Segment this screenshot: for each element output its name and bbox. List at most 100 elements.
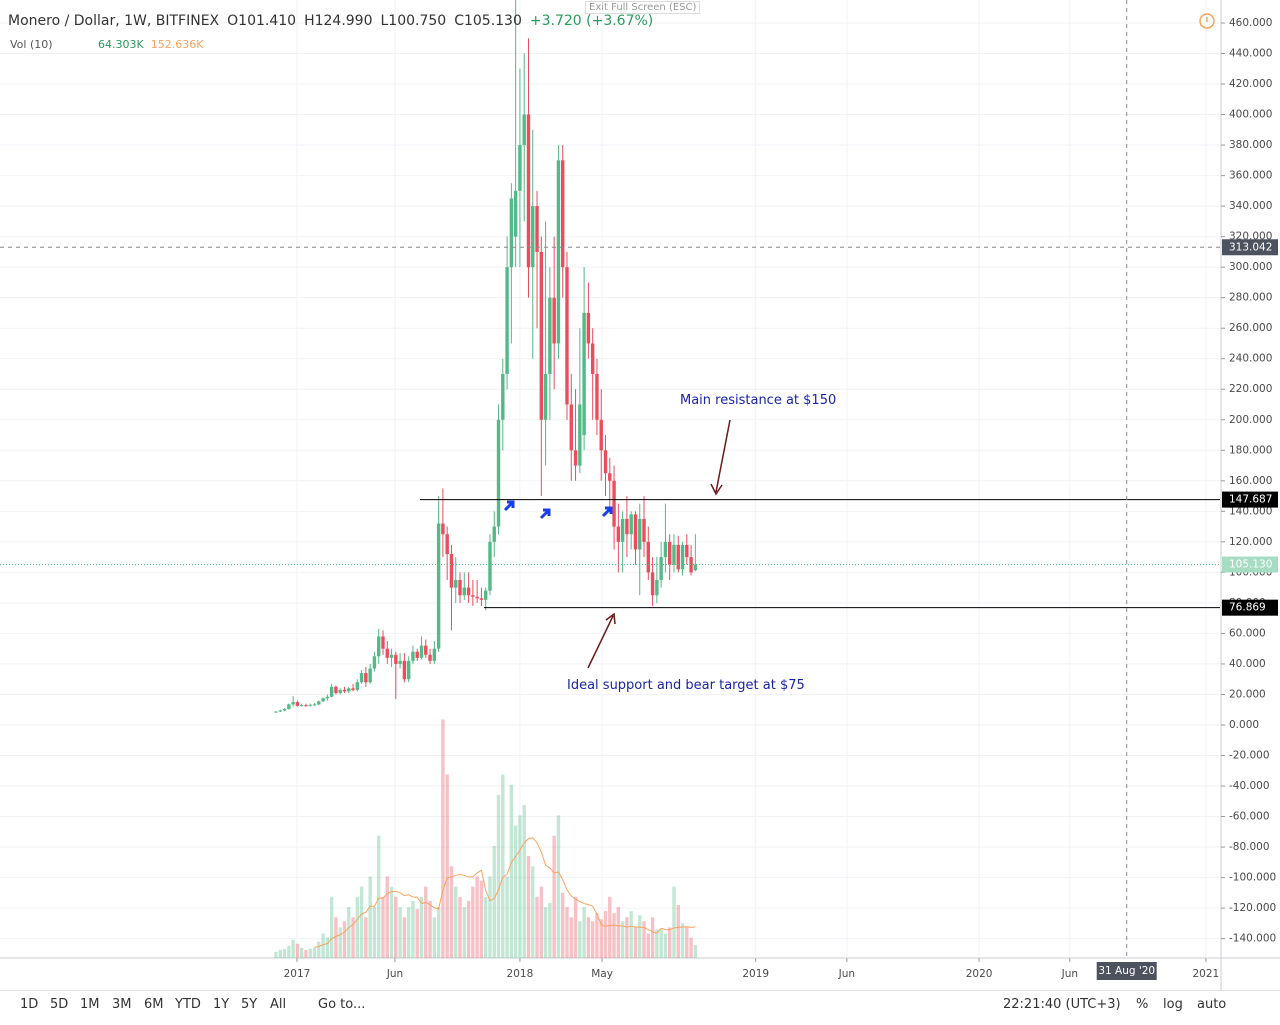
range-button[interactable]: YTD [175, 997, 201, 1012]
volume-bar [291, 939, 295, 958]
range-button[interactable]: 5D [50, 997, 69, 1012]
volume-bar [479, 880, 484, 958]
volume-bar [321, 933, 325, 958]
volume-bar [402, 917, 407, 958]
x-tick-label: 2021 [1193, 968, 1220, 980]
candle-body [402, 660, 407, 680]
range-button[interactable]: 1D [20, 997, 39, 1012]
candle-body [552, 297, 556, 344]
volume-bar [522, 805, 526, 958]
y-tick-label: 460.000 [1229, 17, 1272, 29]
volume-bar [663, 933, 668, 958]
vol-name[interactable]: Vol (10) [10, 38, 53, 51]
y-tick-label: 400.000 [1229, 109, 1272, 121]
volume-bar [565, 907, 569, 958]
y-tick-label: -20.000 [1229, 749, 1270, 761]
range-button[interactable]: 6M [144, 997, 164, 1012]
volume-bar [445, 774, 449, 958]
range-button[interactable]: All [270, 997, 287, 1012]
volume-bar [535, 896, 539, 958]
volume-bar [556, 815, 561, 958]
candle-body [312, 704, 317, 706]
volume-bar [539, 886, 544, 958]
volume-bar [488, 876, 492, 958]
clock[interactable]: 22:21:40 (UTC+3) [1003, 997, 1121, 1012]
volume-bar [308, 948, 312, 958]
level-label: 76.869 [1229, 602, 1266, 614]
volume-bar [548, 902, 552, 958]
volume-bar [513, 825, 518, 958]
volume-bar [359, 886, 364, 958]
volume-bar [389, 886, 394, 958]
candle-body [381, 636, 385, 649]
candle-body [590, 343, 595, 374]
y-tick-label: 420.000 [1229, 78, 1272, 90]
candle-body [693, 564, 698, 571]
x-tick-label: 2020 [966, 968, 993, 980]
symbol[interactable]: Monero / Dollar, 1W, BITFINEX [8, 13, 220, 29]
volume-bar [338, 927, 342, 958]
candle-body [663, 541, 668, 558]
volume-bar [436, 907, 441, 958]
volume-bar [325, 937, 330, 958]
volume-bar [415, 909, 419, 958]
volume-bar [561, 892, 565, 958]
crosshair-label: 313.042 [1229, 241, 1272, 253]
candle-body [415, 651, 419, 658]
volume-bar [578, 921, 582, 958]
candle-body [454, 580, 458, 588]
volume-bar [424, 886, 428, 958]
candle-body [325, 696, 330, 699]
volume-bar [287, 945, 291, 958]
candle-body [466, 587, 471, 596]
volume-bar [603, 911, 608, 958]
volume-bar [398, 907, 402, 958]
volume-bar [595, 913, 599, 958]
volume-bar [428, 900, 432, 958]
range-button[interactable]: 5Y [241, 997, 258, 1012]
volume-bar [620, 921, 625, 958]
candle-body [608, 473, 612, 481]
volume-bar [685, 927, 689, 958]
volume-bar [334, 917, 338, 958]
volume-bar [274, 951, 278, 958]
annotation: Ideal support and bear target at $75 [567, 678, 805, 693]
arrows [503, 13, 1215, 669]
percent-toggle[interactable]: % [1136, 997, 1149, 1012]
candle-body [432, 648, 437, 661]
candle-body [321, 698, 325, 702]
volume-bar [304, 949, 308, 958]
candle-body [492, 526, 496, 542]
range-button[interactable]: 1Y [213, 997, 230, 1012]
candle-body [282, 708, 287, 711]
candle-body [667, 541, 672, 565]
candle-body [347, 688, 351, 692]
candle-body [603, 450, 608, 474]
candle-body [329, 686, 334, 697]
crosshair-tag [1222, 239, 1278, 256]
range-button[interactable]: 1M [80, 997, 100, 1012]
volume-bar [466, 900, 471, 958]
candle-body [531, 206, 535, 268]
candle-body [462, 587, 466, 596]
crosshair-x-tag [1096, 962, 1157, 980]
volume-bar [342, 921, 347, 958]
goto-button[interactable]: Go to... [318, 997, 366, 1012]
candle-body [582, 312, 586, 436]
candle-body [377, 636, 381, 657]
volume-bar [599, 919, 603, 958]
volume-bar [411, 900, 415, 958]
x-tick-label: Jun [386, 968, 403, 980]
exit-fullscreen[interactable]: Exit Full Screen (ESC) [585, 1, 701, 14]
volume-bar [449, 866, 454, 958]
candle-body [299, 705, 304, 707]
auto-toggle[interactable]: auto [1197, 997, 1227, 1012]
y-tick-label: -60.000 [1229, 811, 1270, 823]
candle-body [522, 114, 526, 146]
candle-body [620, 518, 625, 542]
range-button[interactable]: 3M [112, 997, 132, 1012]
log-toggle[interactable]: log [1163, 997, 1183, 1012]
volume-bar [667, 927, 672, 958]
ma-value: 152.636K [150, 38, 204, 51]
